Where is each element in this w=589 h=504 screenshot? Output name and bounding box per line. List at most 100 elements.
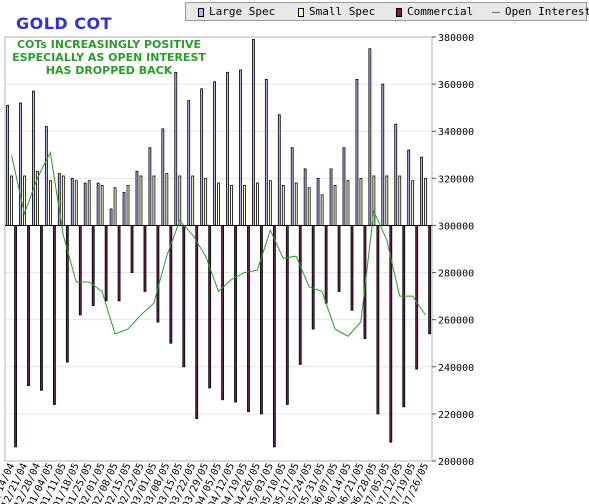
bar-large-spec xyxy=(420,156,424,226)
bar-large-spec xyxy=(135,170,139,226)
bar-commercial xyxy=(104,225,108,302)
bar-commercial xyxy=(415,225,419,370)
bar-commercial xyxy=(156,225,160,323)
bar-large-spec xyxy=(381,83,385,226)
legend-label-large-spec: Large Spec xyxy=(209,5,276,18)
bar-large-spec xyxy=(394,123,398,226)
bar-commercial xyxy=(285,225,289,405)
bar-large-spec xyxy=(32,90,35,226)
bar-small-spec xyxy=(398,175,402,226)
bar-commercial xyxy=(78,225,82,316)
bar-large-spec xyxy=(187,100,191,226)
bar-small-spec xyxy=(243,184,246,226)
bar-commercial xyxy=(337,225,341,292)
bar-small-spec xyxy=(74,180,78,226)
bar-commercial xyxy=(117,225,121,302)
bar-small-spec xyxy=(126,184,130,226)
bar-commercial xyxy=(350,225,354,311)
bar-large-spec xyxy=(161,128,165,226)
y-tick-label: 200000 xyxy=(438,457,474,468)
annotation-line-2: ESPECIALLY AS OPEN INTEREST xyxy=(12,51,206,64)
bar-large-spec xyxy=(200,88,204,226)
y-tick-label: 320000 xyxy=(438,174,474,185)
bar-small-spec xyxy=(333,184,337,226)
annotation-line-3: HAS DROPPED BACK xyxy=(45,64,173,77)
bar-commercial xyxy=(221,225,225,401)
legend-item-commercial: Commercial xyxy=(396,5,473,19)
legend-swatch-small-spec xyxy=(298,7,304,17)
bar-large-spec xyxy=(174,71,178,226)
bar-commercial xyxy=(298,225,302,365)
bar-commercial xyxy=(52,225,56,405)
legend-item-small-spec: Small Spec xyxy=(298,5,375,19)
bar-large-spec xyxy=(264,79,268,226)
bar-small-spec xyxy=(113,187,117,226)
bar-commercial xyxy=(260,225,263,415)
bar-large-spec xyxy=(122,192,126,226)
bar-large-spec xyxy=(70,177,74,226)
y-tick-label: 240000 xyxy=(438,363,474,374)
bar-small-spec xyxy=(48,180,52,226)
bar-large-spec xyxy=(83,182,87,226)
bar-small-spec xyxy=(178,175,182,226)
bar-small-spec xyxy=(424,177,428,226)
legend-item-large-spec: Large Spec xyxy=(198,5,275,19)
bar-small-spec xyxy=(268,180,272,226)
bar-small-spec xyxy=(61,175,65,226)
bar-large-spec xyxy=(213,81,216,226)
legend-item-open-interest: Open Interest xyxy=(492,5,589,19)
bar-small-spec xyxy=(191,175,195,226)
y-tick-label: 280000 xyxy=(438,269,474,280)
bar-small-spec xyxy=(346,180,350,226)
bar-commercial xyxy=(208,225,212,389)
bar-small-spec xyxy=(87,180,91,226)
legend: Large Spec Small Spec Commercial Open In… xyxy=(185,2,589,21)
chart-annotation: COTs INCREASINGLY POSITIVE ESPECIALLY AS… xyxy=(0,38,218,77)
bar-commercial xyxy=(14,225,17,448)
bar-small-spec xyxy=(217,182,220,226)
bar-small-spec xyxy=(23,175,26,226)
bar-large-spec xyxy=(6,104,9,226)
bar-large-spec xyxy=(342,147,346,226)
chart-title: GOLD COT xyxy=(16,14,113,33)
bar-commercial xyxy=(428,225,432,335)
bar-small-spec xyxy=(320,194,324,226)
bar-small-spec xyxy=(10,175,13,226)
bar-small-spec xyxy=(152,175,156,226)
bar-commercial xyxy=(27,225,30,387)
bar-large-spec xyxy=(96,182,100,226)
y-tick-label: 220000 xyxy=(438,410,474,421)
bar-commercial xyxy=(272,225,276,448)
bar-small-spec xyxy=(307,187,311,226)
bar-commercial xyxy=(182,225,186,368)
bar-large-spec xyxy=(303,168,307,226)
bar-large-spec xyxy=(316,177,320,226)
bar-commercial xyxy=(247,225,250,412)
bar-small-spec xyxy=(411,180,415,226)
y-tick-label: 340000 xyxy=(438,127,474,138)
bar-small-spec xyxy=(359,177,363,226)
legend-swatch-commercial xyxy=(396,7,402,17)
bar-small-spec xyxy=(256,182,259,226)
y-tick-label: 360000 xyxy=(438,80,474,91)
legend-label-small-spec: Small Spec xyxy=(309,5,376,18)
bar-commercial xyxy=(40,225,43,391)
y-tick-label: 300000 xyxy=(438,221,474,232)
legend-label-commercial: Commercial xyxy=(407,5,474,18)
bar-small-spec xyxy=(230,184,233,226)
bar-large-spec xyxy=(329,168,333,226)
bar-commercial xyxy=(195,225,199,419)
bar-commercial xyxy=(376,225,380,415)
bar-large-spec xyxy=(252,38,255,226)
bar-large-spec xyxy=(290,147,294,226)
bar-small-spec xyxy=(204,177,208,226)
bar-commercial xyxy=(130,225,134,273)
bar-small-spec xyxy=(281,184,285,226)
bar-small-spec xyxy=(294,182,298,226)
bar-commercial xyxy=(234,225,237,403)
bar-commercial xyxy=(311,225,315,330)
y-tick-label: 380000 xyxy=(438,33,474,44)
open-interest-line xyxy=(11,150,426,337)
bar-large-spec xyxy=(239,69,242,226)
